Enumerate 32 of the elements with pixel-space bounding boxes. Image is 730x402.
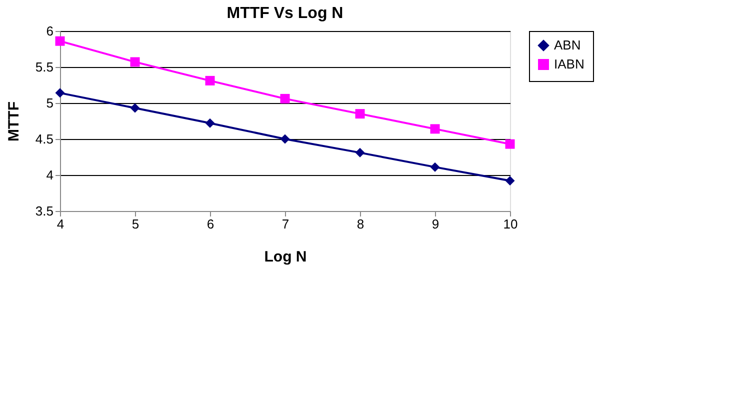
x-tick-label: 6 [206, 216, 214, 232]
point [505, 176, 515, 186]
point [205, 76, 215, 86]
point [355, 109, 365, 119]
x-tick-label: 9 [432, 216, 440, 232]
point [430, 124, 440, 134]
point [55, 88, 65, 98]
y-tick-label: 4.5 [35, 132, 54, 146]
point [280, 134, 290, 144]
point [505, 139, 515, 149]
y-tick-label: 6 [46, 24, 54, 38]
x-tick-label: 8 [356, 216, 364, 232]
legend-label: IABN [554, 56, 584, 72]
point [130, 103, 140, 113]
x-tick-label: 10 [503, 216, 518, 232]
point [55, 36, 65, 46]
point [280, 94, 290, 104]
y-axis-title: MTTF [5, 102, 22, 142]
y-tick-label: 3.5 [35, 204, 54, 218]
y-tick-label: 5 [46, 96, 54, 110]
x-tick-label: 7 [282, 216, 290, 232]
point [355, 148, 365, 158]
point [430, 162, 440, 172]
y-tick-label: 4 [46, 168, 54, 182]
x-tick-label: 5 [132, 216, 140, 232]
point [130, 57, 140, 67]
legend-label: ABN [554, 38, 581, 52]
chart-title: MTTF Vs Log N [226, 5, 344, 22]
x-tick-label: 4 [56, 216, 64, 232]
x-axis-title: Log N [264, 248, 307, 266]
point [205, 118, 215, 128]
y-tick-label: 5.5 [35, 60, 54, 74]
